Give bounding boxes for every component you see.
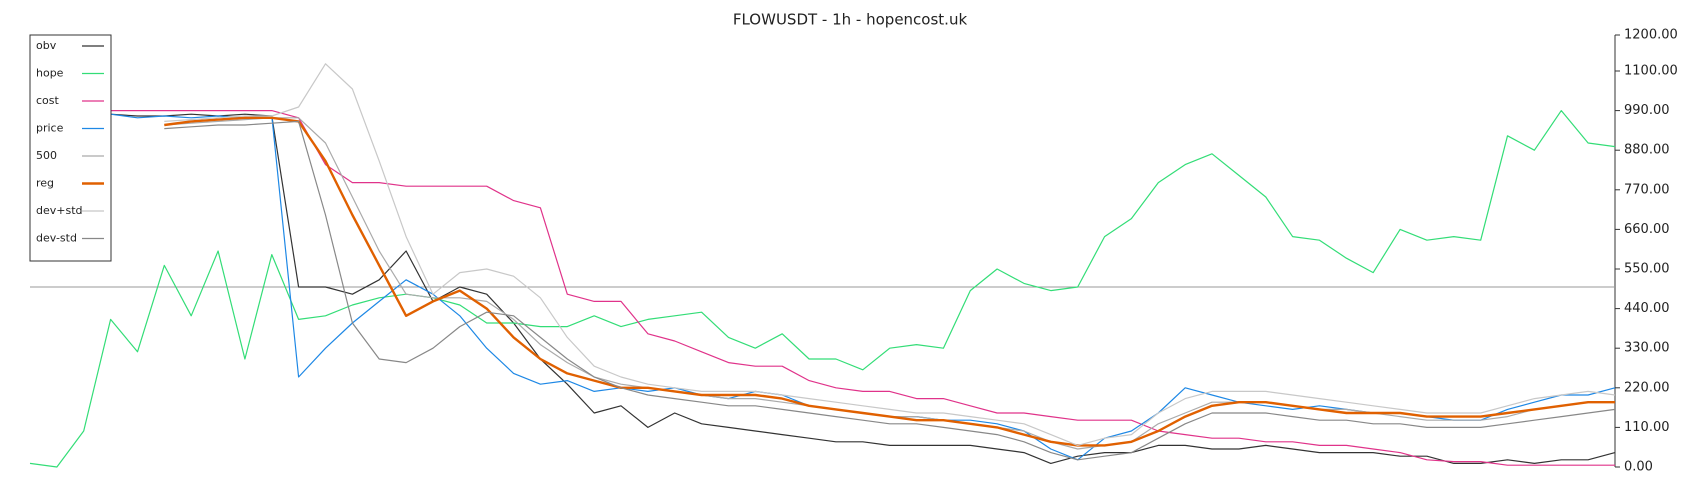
series-line [164,116,1615,447]
series-line [164,63,1616,446]
legend-box [29,34,112,262]
y-tick-label: 220.00 [1624,380,1670,395]
series-line [110,113,1616,464]
series-line [29,110,1616,468]
legend-label: cost [36,94,60,107]
chart-title: FLOWUSDT - 1h - hopencost.uk [733,11,968,29]
y-tick-label: 330.00 [1624,341,1670,356]
legend: obv hope cost price 500 reg dev+std dev-std [29,34,112,262]
legend-label: dev+std [36,204,83,217]
legend-label: hope [36,67,64,80]
y-tick-label: 110.00 [1624,420,1670,435]
legend-label: reg [36,177,54,190]
y-tick-label: 440.00 [1624,301,1670,316]
y-tick-label: 1200.00 [1624,28,1678,43]
y-tick-label: 660.00 [1624,222,1670,237]
series-line [110,110,1615,466]
legend-label: obv [36,39,57,52]
series-line [164,120,1616,461]
legend-label: dev-std [36,232,77,245]
y-tick-label: 990.00 [1624,103,1670,118]
legend-label: price [36,122,64,135]
y-tick-label: 0.00 [1624,460,1653,475]
y-tick-label: 770.00 [1624,182,1670,197]
y-tick-label: 880.00 [1624,143,1670,158]
legend-label: 500 [36,149,57,162]
y-tick-label: 1100.00 [1624,64,1678,79]
y-tick-label: 550.00 [1624,262,1670,277]
